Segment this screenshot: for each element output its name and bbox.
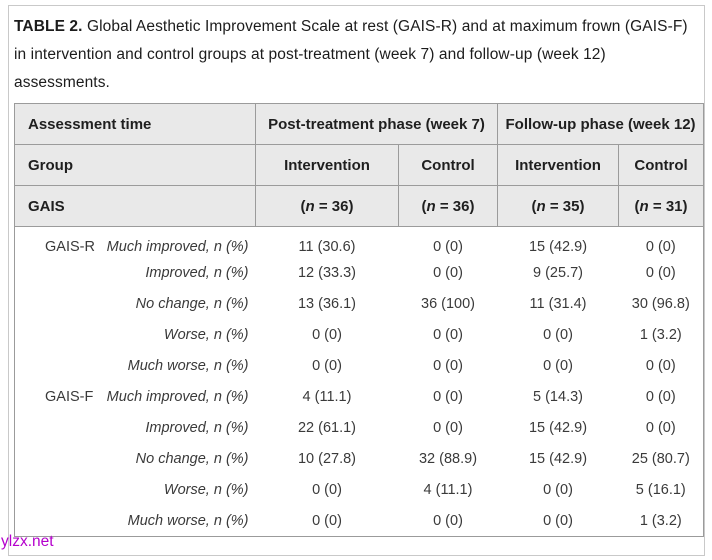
category-label: Worse, n (%) xyxy=(163,482,249,498)
value-cell: 0 (0) xyxy=(433,238,463,255)
value-cell: 0 (0) xyxy=(433,265,463,281)
row-label-cell: Worse, n (%) xyxy=(15,320,256,351)
category-label: Improved, n (%) xyxy=(145,420,249,436)
row-label-cell: GAIS-R Much improved, n (%) xyxy=(15,227,256,258)
value-cell: 12 (33.3) xyxy=(297,265,357,281)
value-cell: 0 (0) xyxy=(645,389,676,405)
page-frame: TABLE 2. Global Aesthetic Improvement Sc… xyxy=(8,5,705,556)
table-row: Worse, n (%) 0 (0) 0 (0) 0 (0) 1 (3.2) xyxy=(15,320,704,351)
row-label-cell: No change, n (%) xyxy=(15,444,256,475)
category-label: Worse, n (%) xyxy=(163,327,249,343)
value-cell: 4 (11.1) xyxy=(302,389,352,405)
watermark: ylzx.net xyxy=(1,533,54,550)
group-label: GAIS-F xyxy=(45,389,94,405)
value-cell: 0 (0) xyxy=(433,512,463,529)
value-cell: 0 (0) xyxy=(433,420,463,436)
row-label-cell: No change, n (%) xyxy=(15,289,256,320)
value-cell: 0 (0) xyxy=(543,482,573,498)
value-cell: 0 (0) xyxy=(645,238,676,255)
value-cell: 4 (11.1) xyxy=(423,482,473,498)
header-follow-up-phase: Follow-up phase (week 12) xyxy=(497,103,705,145)
value-cell: 15 (42.9) xyxy=(528,238,588,255)
header-intervention-week7: Intervention xyxy=(255,144,399,186)
table-caption: TABLE 2. Global Aesthetic Improvement Sc… xyxy=(14,13,703,97)
row-label-cell: Worse, n (%) xyxy=(15,475,256,506)
value-cell: 5 (14.3) xyxy=(533,389,583,405)
header-n-intervention-week7: (n = 36) xyxy=(255,185,399,227)
value-cell: 0 (0) xyxy=(312,482,342,498)
table-row: Improved, n (%) 12 (33.3) 0 (0) 9 (25.7)… xyxy=(15,258,704,289)
category-label: No change, n (%) xyxy=(135,296,249,312)
table-row: Much worse, n (%) 0 (0) 0 (0) 0 (0) 0 (0… xyxy=(15,351,704,382)
header-assessment-time: Assessment time xyxy=(14,103,256,145)
value-cell: 13 (36.1) xyxy=(297,296,357,312)
row-label-cell: Improved, n (%) xyxy=(15,258,256,289)
value-cell: 0 (0) xyxy=(645,265,676,281)
value-cell: 10 (27.8) xyxy=(297,451,357,467)
header-n-control-week12: (n = 31) xyxy=(618,185,705,227)
category-label: Much improved, n (%) xyxy=(106,389,249,405)
table-row: No change, n (%) 10 (27.8) 32 (88.9) 15 … xyxy=(15,444,704,475)
table-row: Much worse, n (%) 0 (0) 0 (0) 0 (0) 1 (3… xyxy=(15,506,704,537)
value-cell: 22 (61.1) xyxy=(297,420,357,436)
row-label-cell: Much worse, n (%) xyxy=(15,506,256,537)
table-row: GAIS-F Much improved, n (%) 4 (11.1) 0 (0… xyxy=(15,382,704,413)
header-gais: GAIS xyxy=(14,185,256,227)
row-label-cell: Much worse, n (%) xyxy=(15,351,256,382)
value-cell: 1 (3.2) xyxy=(639,327,682,343)
value-cell: 11 (30.6) xyxy=(298,238,356,255)
value-cell: 0 (0) xyxy=(312,512,342,529)
value-cell: 0 (0) xyxy=(433,389,463,405)
header-control-week7: Control xyxy=(397,144,499,186)
value-cell: 0 (0) xyxy=(645,358,676,374)
value-cell: 9 (25.7) xyxy=(533,265,583,281)
value-cell: 0 (0) xyxy=(433,327,463,343)
row-label-cell: GAIS-F Much improved, n (%) xyxy=(15,382,256,413)
value-cell: 15 (42.9) xyxy=(528,420,588,436)
header-post-treatment-phase: Post-treatment phase (week 7) xyxy=(254,103,499,145)
table-row: GAIS-R Much improved, n (%) 11 (30.6) 0 (… xyxy=(15,227,704,258)
header-intervention-week12: Intervention xyxy=(497,144,620,186)
value-cell: 0 (0) xyxy=(645,420,676,436)
header-group: Group xyxy=(14,144,256,186)
value-cell: 0 (0) xyxy=(433,358,463,374)
value-cell: 0 (0) xyxy=(543,327,573,343)
value-cell: 15 (42.9) xyxy=(528,451,588,467)
category-label: Much worse, n (%) xyxy=(127,358,249,374)
value-cell: 25 (80.7) xyxy=(631,451,690,467)
header-control-week12: Control xyxy=(618,144,705,186)
category-label: Much improved, n (%) xyxy=(106,238,249,255)
value-cell: 36 (100) xyxy=(421,296,476,312)
header-row-gais-n: GAIS (n = 36) (n = 36) (n = 35) (n = 31) xyxy=(14,185,705,227)
table-row: Worse, n (%) 0 (0) 4 (11.1) 0 (0) 5 (16.… xyxy=(15,475,704,506)
group-label: GAIS-R xyxy=(45,238,95,255)
value-cell: 0 (0) xyxy=(543,512,573,529)
table-row: No change, n (%) 13 (36.1) 36 (100) 11 (… xyxy=(15,289,704,320)
caption-text: Global Aesthetic Improvement Scale at re… xyxy=(14,18,688,91)
category-label: Much worse, n (%) xyxy=(127,512,249,529)
category-label: Improved, n (%) xyxy=(145,265,249,281)
value-cell: 30 (96.8) xyxy=(631,296,690,312)
header-row-group: Group Intervention Control Intervention … xyxy=(14,144,705,186)
value-cell: 0 (0) xyxy=(312,327,342,343)
value-cell: 32 (88.9) xyxy=(418,451,478,467)
value-cell: 5 (16.1) xyxy=(635,482,686,498)
header-n-intervention-week12: (n = 35) xyxy=(497,185,620,227)
value-cell: 11 (31.4) xyxy=(529,296,587,312)
value-cell: 1 (3.2) xyxy=(639,512,682,529)
row-label-cell: Improved, n (%) xyxy=(15,413,256,444)
data-table: Assessment time Post-treatment phase (we… xyxy=(14,103,705,537)
value-cell: 0 (0) xyxy=(312,358,342,374)
table-row: Improved, n (%) 22 (61.1) 0 (0) 15 (42.9… xyxy=(15,413,704,444)
header-n-control-week7: (n = 36) xyxy=(397,185,499,227)
header-row-assessment-time: Assessment time Post-treatment phase (we… xyxy=(14,103,705,145)
value-cell: 0 (0) xyxy=(543,358,573,374)
caption-label: TABLE 2. xyxy=(14,18,83,35)
category-label: No change, n (%) xyxy=(135,451,249,467)
